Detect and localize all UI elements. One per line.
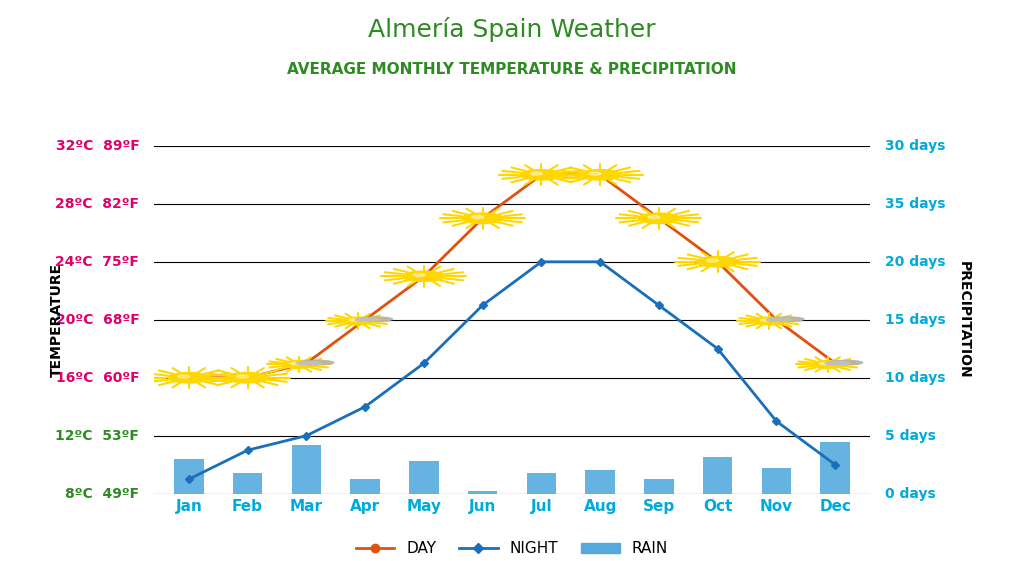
DAY bbox=[300, 360, 312, 367]
Text: PRECIPITATION: PRECIPITATION bbox=[956, 261, 971, 379]
Circle shape bbox=[237, 375, 249, 378]
Circle shape bbox=[472, 215, 483, 219]
Circle shape bbox=[812, 361, 844, 369]
Circle shape bbox=[707, 259, 719, 262]
Circle shape bbox=[754, 317, 784, 325]
Text: 8ºC  49ºF: 8ºC 49ºF bbox=[66, 487, 139, 500]
DAY bbox=[770, 316, 782, 323]
NIGHT bbox=[182, 476, 195, 482]
Circle shape bbox=[462, 213, 504, 223]
Circle shape bbox=[226, 373, 268, 383]
NIGHT bbox=[652, 302, 665, 309]
Bar bbox=[232, 473, 262, 494]
NIGHT bbox=[476, 302, 488, 309]
DAY bbox=[594, 172, 606, 178]
Text: 12ºC  53ºF: 12ºC 53ºF bbox=[55, 429, 139, 443]
Ellipse shape bbox=[299, 361, 334, 365]
Text: Almería Spain Weather: Almería Spain Weather bbox=[369, 17, 655, 42]
Circle shape bbox=[168, 373, 210, 383]
Circle shape bbox=[520, 169, 562, 180]
Text: 20ºC  68ºF: 20ºC 68ºF bbox=[55, 313, 139, 327]
DAY bbox=[712, 259, 724, 265]
Legend: DAY, NIGHT, RAIN: DAY, NIGHT, RAIN bbox=[350, 535, 674, 561]
NIGHT bbox=[359, 403, 372, 410]
NIGHT bbox=[418, 360, 430, 367]
DAY bbox=[182, 374, 195, 381]
NIGHT bbox=[536, 259, 548, 265]
Bar bbox=[350, 479, 380, 494]
DAY bbox=[418, 273, 430, 280]
Bar bbox=[292, 445, 322, 494]
Text: TEMPERATURE: TEMPERATURE bbox=[50, 263, 63, 377]
Circle shape bbox=[413, 274, 425, 277]
Bar bbox=[820, 442, 850, 494]
Ellipse shape bbox=[827, 361, 862, 365]
NIGHT bbox=[242, 447, 254, 453]
DAY bbox=[242, 374, 254, 381]
Circle shape bbox=[342, 317, 374, 325]
Circle shape bbox=[761, 319, 770, 321]
Circle shape bbox=[530, 172, 543, 175]
Ellipse shape bbox=[357, 317, 392, 321]
Bar bbox=[644, 479, 674, 494]
Ellipse shape bbox=[296, 361, 322, 365]
NIGHT bbox=[770, 418, 782, 425]
Circle shape bbox=[819, 362, 828, 365]
Ellipse shape bbox=[825, 361, 850, 365]
NIGHT bbox=[594, 259, 606, 265]
Text: AVERAGE MONTHLY TEMPERATURE & PRECIPITATION: AVERAGE MONTHLY TEMPERATURE & PRECIPITAT… bbox=[288, 62, 736, 77]
Circle shape bbox=[648, 215, 659, 219]
DAY bbox=[476, 215, 488, 222]
Text: 32ºC  89ºF: 32ºC 89ºF bbox=[55, 139, 139, 153]
Text: 5 days: 5 days bbox=[885, 429, 936, 443]
Text: 15 days: 15 days bbox=[885, 313, 945, 327]
Bar bbox=[702, 457, 732, 494]
Circle shape bbox=[402, 271, 444, 282]
Circle shape bbox=[349, 319, 358, 321]
Text: 10 days: 10 days bbox=[885, 371, 945, 385]
DAY bbox=[359, 316, 372, 323]
Ellipse shape bbox=[769, 317, 804, 321]
Circle shape bbox=[638, 213, 680, 223]
Text: 24ºC  75ºF: 24ºC 75ºF bbox=[55, 255, 139, 269]
Bar bbox=[468, 491, 498, 494]
Text: 28ºC  82ºF: 28ºC 82ºF bbox=[55, 197, 139, 211]
Circle shape bbox=[696, 256, 738, 267]
NIGHT bbox=[300, 433, 312, 439]
Line: DAY: DAY bbox=[185, 171, 839, 381]
Line: NIGHT: NIGHT bbox=[186, 259, 838, 482]
NIGHT bbox=[829, 461, 842, 468]
Bar bbox=[762, 468, 792, 494]
Bar bbox=[526, 473, 556, 494]
Circle shape bbox=[291, 362, 300, 365]
Text: 20 days: 20 days bbox=[885, 255, 945, 269]
Ellipse shape bbox=[355, 318, 380, 321]
Bar bbox=[586, 471, 614, 494]
Text: 0 days: 0 days bbox=[885, 487, 936, 500]
NIGHT bbox=[712, 346, 724, 352]
Text: 30 days: 30 days bbox=[885, 139, 945, 153]
Ellipse shape bbox=[766, 318, 792, 321]
DAY bbox=[536, 172, 548, 178]
Circle shape bbox=[284, 361, 314, 369]
Bar bbox=[410, 461, 438, 494]
Circle shape bbox=[589, 172, 601, 175]
Text: 16ºC  60ºF: 16ºC 60ºF bbox=[55, 371, 139, 385]
Circle shape bbox=[178, 375, 189, 378]
DAY bbox=[652, 215, 665, 222]
Text: 35 days: 35 days bbox=[885, 197, 945, 211]
DAY bbox=[829, 360, 842, 367]
Circle shape bbox=[580, 169, 622, 180]
Bar bbox=[174, 459, 204, 494]
